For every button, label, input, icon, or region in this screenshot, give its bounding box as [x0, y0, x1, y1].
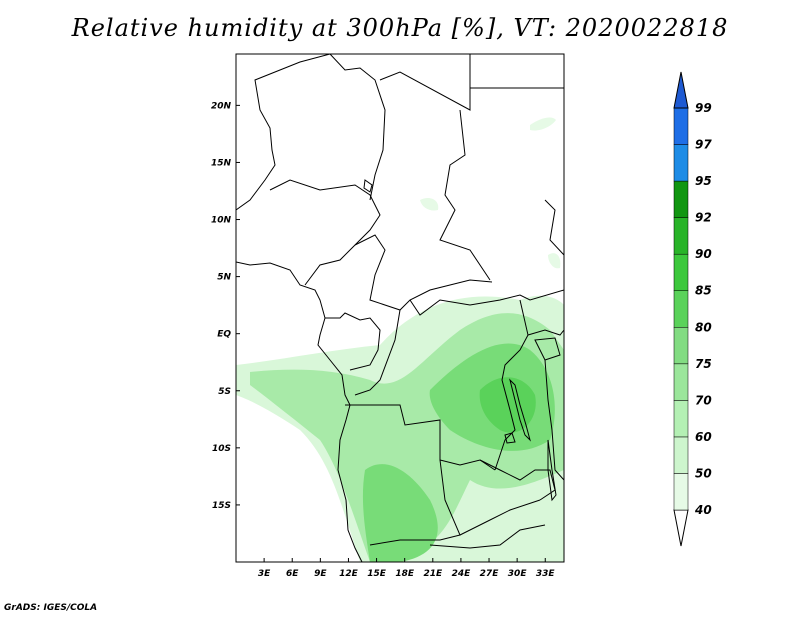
colorbar-label: 80: [695, 320, 712, 334]
colorbar-segment: [673, 473, 689, 511]
colorbar: 40 50 60 70 75 80 85 90 92 95 97 99: [673, 71, 712, 547]
humidity-region-peak: [479, 377, 536, 433]
footer-credit: GrADS: IGES/COLA: [4, 603, 98, 613]
colorbar-label: 90: [695, 247, 712, 261]
border-chad-sudan: [439, 109, 491, 281]
colorbar-label: 70: [695, 393, 712, 407]
colorbar-label: 60: [695, 430, 712, 444]
border-car: [409, 289, 564, 316]
x-tick-label: 15E: [367, 569, 387, 579]
colorbar-segment: [673, 107, 689, 145]
border-drc-east: [494, 299, 529, 471]
border-tanzania: [544, 359, 564, 481]
x-tick-label: 9E: [314, 569, 327, 579]
humidity-patch-central: [420, 198, 439, 211]
map-title: Relative humidity at 300hPa [%], VT: 202…: [71, 14, 729, 42]
x-tick-label: 27E: [480, 569, 500, 579]
border-north-2: [329, 54, 386, 201]
x-tick-label: 18E: [395, 569, 415, 579]
humidity-patch-north: [530, 117, 556, 131]
colorbar-under-arrow: [673, 509, 689, 547]
x-tick-label: 21E: [423, 569, 443, 579]
map-frame: [235, 53, 565, 563]
border-south-1: [429, 524, 546, 549]
y-tick-label: 20N: [211, 101, 232, 111]
x-tick-label: 3E: [258, 569, 271, 579]
colorbar-label: 92: [695, 211, 712, 225]
lake-malawi: [547, 439, 557, 502]
border-north-3: [379, 54, 471, 111]
y-tick-label: 10N: [211, 216, 232, 226]
colorbar-segment: [673, 327, 689, 365]
border-angola: [345, 404, 496, 471]
lake-chad: [363, 179, 373, 193]
x-axis: 3E 6E 9E 12E 15E 18E 21E 24E 27E 30E 33E: [258, 558, 556, 579]
y-tick-label: 10S: [212, 444, 231, 454]
border-east-1: [544, 199, 564, 256]
x-tick-label: 6E: [286, 569, 299, 579]
border-gabon-congo: [325, 312, 381, 371]
border-angola-south: [369, 459, 461, 546]
border-uganda: [527, 329, 564, 336]
lake-mweru: [504, 432, 516, 444]
x-tick-label: 30E: [508, 569, 528, 579]
border-drc-west: [354, 309, 401, 396]
colorbar-label: 97: [695, 138, 712, 152]
colorbar-label: 95: [695, 174, 712, 188]
x-tick-label: 33E: [536, 569, 556, 579]
colorbar-segment: [673, 180, 689, 218]
border-nigeria: [269, 179, 381, 286]
y-tick-label: EQ: [217, 330, 231, 340]
colorbar-label: 85: [695, 284, 712, 298]
lake-tanganyika: [509, 378, 531, 442]
colorbar-segment: [673, 217, 689, 255]
y-tick-label: 15S: [212, 501, 231, 511]
colorbar-segment: [673, 144, 689, 182]
colorbar-over-arrow: [673, 71, 689, 109]
humidity-field: [236, 117, 564, 562]
humidity-patch-east: [548, 253, 561, 269]
colorbar-label: 40: [694, 503, 712, 517]
colorbar-segment: [673, 363, 689, 401]
colorbar-label: 50: [695, 466, 712, 480]
colorbar-segment: [673, 436, 689, 474]
x-tick-label: 12E: [339, 569, 359, 579]
colorbar-segment: [673, 400, 689, 438]
y-axis: 20N 15N 10N 5N EQ 5S 10S 15S: [211, 101, 240, 511]
border-cameroon: [354, 234, 493, 311]
country-borders: [236, 54, 564, 562]
y-tick-label: 5N: [217, 273, 231, 283]
border-north-1: [236, 54, 331, 211]
coastline: [236, 261, 363, 562]
colorbar-label: 75: [695, 357, 712, 371]
humidity-region-core-south: [362, 464, 438, 562]
x-tick-label: 24E: [452, 569, 472, 579]
border-zambia-south: [459, 499, 541, 536]
lake-victoria: [534, 337, 561, 361]
colorbar-segment: [673, 253, 689, 291]
colorbar-label: 99: [695, 101, 712, 115]
colorbar-segment: [673, 290, 689, 328]
y-tick-label: 5S: [218, 387, 231, 397]
y-tick-label: 15N: [211, 158, 232, 168]
